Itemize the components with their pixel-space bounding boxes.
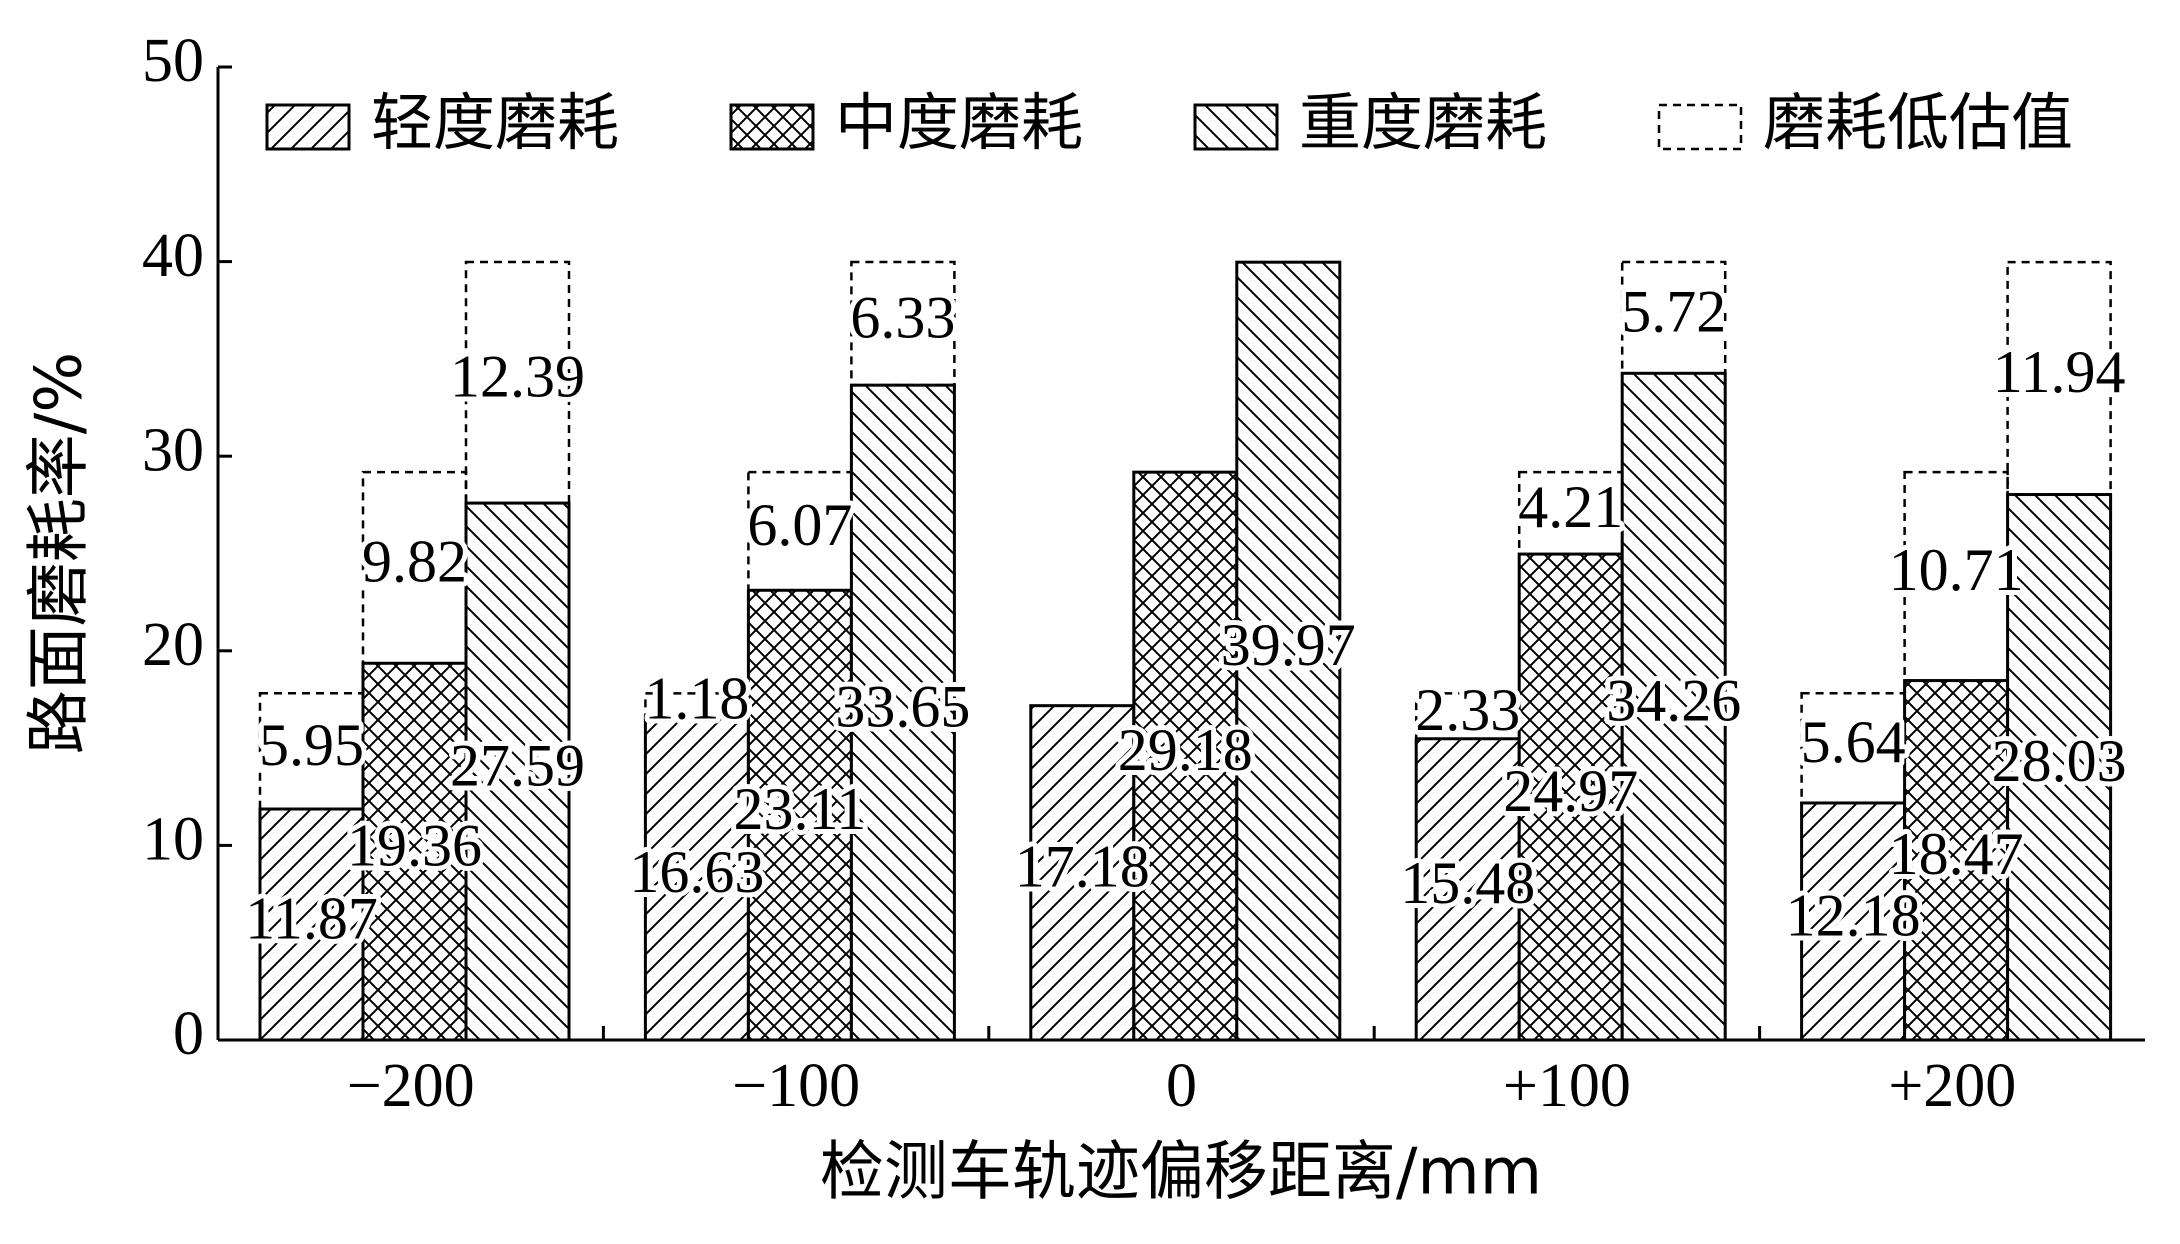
value-label: 18.47 bbox=[1889, 821, 2024, 887]
bar bbox=[361, 661, 468, 1042]
underestimate-label: 1.18 bbox=[644, 666, 749, 732]
underestimate-bar bbox=[1903, 470, 2009, 682]
bar bbox=[1235, 260, 1342, 1042]
value-label: 33.65 bbox=[835, 673, 970, 739]
x-tick-label: +100 bbox=[1503, 1052, 1631, 1120]
value-label: 34.26 bbox=[1606, 667, 1741, 733]
underestimate-label: 4.21 bbox=[1518, 474, 1623, 540]
bar bbox=[464, 501, 571, 1042]
legend-swatch bbox=[729, 103, 815, 151]
y-axis-title: 路面磨耗率/% bbox=[23, 352, 97, 754]
bar bbox=[849, 383, 956, 1042]
x-tick-label: −100 bbox=[732, 1052, 860, 1120]
value-label: 23.11 bbox=[734, 776, 867, 842]
value-label: 16.63 bbox=[629, 839, 764, 905]
legend-label: 磨耗低估值 bbox=[1763, 86, 2073, 159]
bar bbox=[1414, 737, 1521, 1042]
value-label: 19.36 bbox=[347, 812, 482, 878]
legend-label: 中度磨耗 bbox=[835, 86, 1083, 159]
value-label: 12.18 bbox=[1786, 882, 1921, 948]
bar bbox=[1517, 552, 1624, 1042]
y-tick-label: 10 bbox=[142, 806, 204, 874]
bar bbox=[2006, 493, 2113, 1042]
x-tick-label: −200 bbox=[347, 1052, 475, 1120]
value-label: 11.87 bbox=[245, 885, 378, 951]
x-tick-label: 0 bbox=[1166, 1052, 1197, 1120]
y-tick-label: 50 bbox=[142, 27, 204, 95]
value-label: 17.18 bbox=[1015, 834, 1150, 900]
underestimate-label: 11.94 bbox=[1993, 339, 2126, 405]
x-tick-label: +200 bbox=[1888, 1052, 2016, 1120]
value-label: 24.97 bbox=[1503, 758, 1638, 824]
underestimate-label: 10.71 bbox=[1889, 537, 2024, 603]
legend-swatch bbox=[1193, 103, 1279, 151]
value-label: 15.48 bbox=[1400, 850, 1535, 916]
legend-label: 轻度磨耗 bbox=[371, 86, 619, 159]
y-tick-label: 30 bbox=[142, 416, 204, 484]
x-axis-title: 检测车轨迹偏移距离/mm bbox=[820, 1136, 1542, 1210]
underestimate-label: 12.39 bbox=[450, 343, 585, 409]
value-label: 39.97 bbox=[1221, 612, 1356, 678]
underestimate-label: 5.95 bbox=[259, 712, 364, 778]
underestimate-label: 5.64 bbox=[1801, 709, 1906, 775]
y-tick-label: 20 bbox=[142, 611, 204, 679]
value-label: 27.59 bbox=[450, 732, 585, 798]
underestimate-label: 5.72 bbox=[1621, 278, 1726, 344]
legend-swatch bbox=[1657, 103, 1743, 151]
underestimate-label: 6.33 bbox=[850, 284, 955, 350]
underestimate-label: 9.82 bbox=[362, 528, 467, 594]
legend-swatch bbox=[265, 103, 351, 151]
bar bbox=[1620, 371, 1727, 1042]
value-label: 28.03 bbox=[1992, 728, 2127, 794]
value-label: 29.18 bbox=[1118, 717, 1253, 783]
legend-label: 重度磨耗 bbox=[1299, 86, 1547, 159]
underestimate-label: 6.07 bbox=[747, 492, 852, 558]
y-tick-label: 40 bbox=[142, 222, 204, 290]
underestimate-bar bbox=[1620, 260, 1727, 375]
underestimate-label: 2.33 bbox=[1415, 677, 1520, 743]
y-tick-label: 0 bbox=[173, 1000, 204, 1068]
bar bbox=[1800, 801, 1907, 1042]
